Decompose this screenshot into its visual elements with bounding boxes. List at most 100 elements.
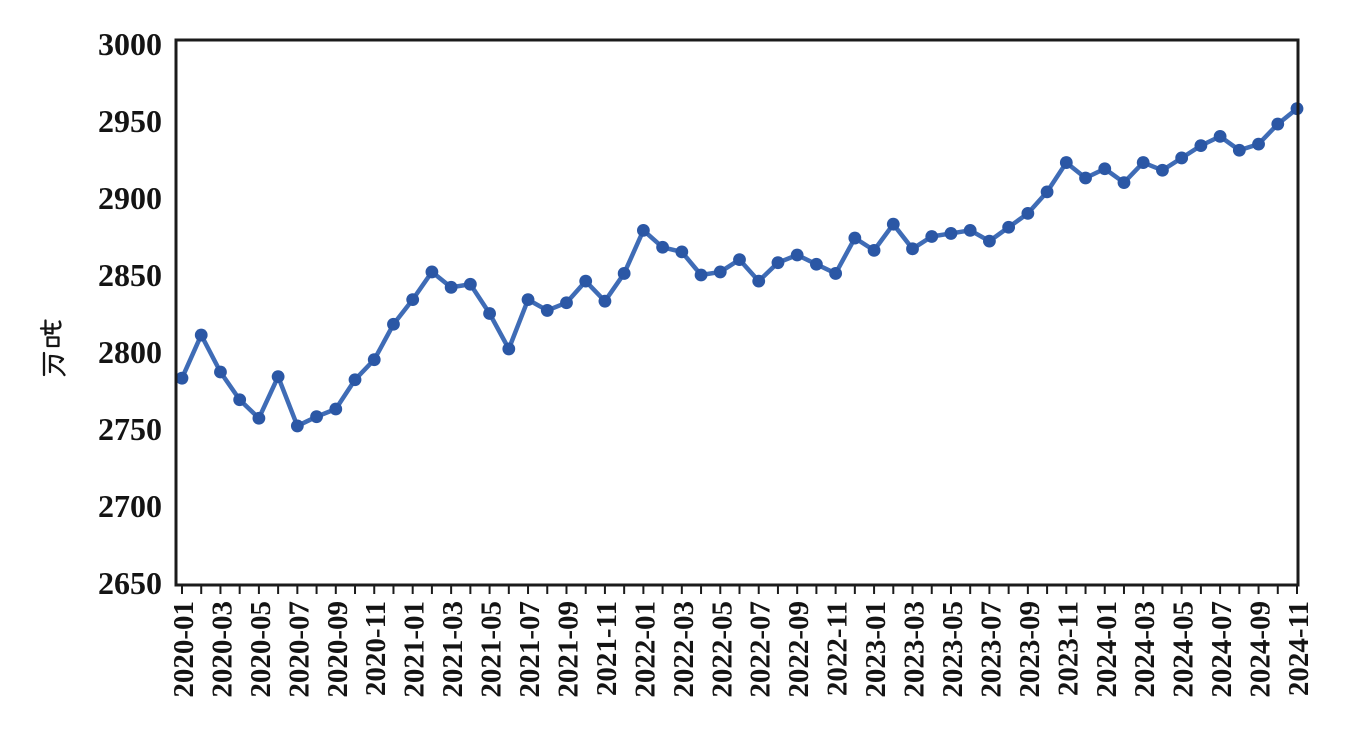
x-tick-label: 2024-09 (1245, 601, 1277, 698)
data-point (310, 410, 323, 424)
data-point (733, 253, 746, 266)
data-point (1040, 185, 1054, 199)
x-tick-label: 2022-09 (783, 601, 815, 698)
x-tick-label: 2021-05 (476, 601, 508, 698)
x-tick-label: 2021-01 (399, 601, 431, 698)
y-axis-labels: 2650 2700 2750 2800 2850 2900 2950 3000 (98, 26, 162, 601)
x-tick-label: 2024-11 (1283, 601, 1315, 696)
data-point (867, 243, 881, 257)
data-point (829, 267, 843, 280)
x-tick-label: 2022-07 (745, 601, 777, 698)
data-point (1271, 117, 1285, 131)
data-series (175, 102, 1304, 433)
data-point (1232, 143, 1246, 157)
data-point (233, 393, 247, 407)
x-tick-label: 2024-01 (1091, 601, 1123, 698)
x-tick-label: 2023-11 (1052, 601, 1084, 696)
y-tick-label: 2750 (98, 411, 162, 447)
data-point (675, 245, 689, 259)
data-point (175, 371, 189, 385)
x-tick-label: 2023-05 (937, 601, 969, 698)
data-point (463, 277, 477, 291)
data-point (1079, 171, 1092, 185)
data-point (771, 256, 785, 270)
x-tick-label: 2023-07 (975, 601, 1007, 698)
plot-border (174, 38, 1300, 587)
x-tick-label: 2022-05 (706, 601, 738, 698)
x-tick-label: 2021-07 (514, 601, 546, 698)
x-axis-ticks (181, 586, 1298, 594)
data-point (790, 248, 804, 262)
data-point (886, 217, 900, 231)
y-tick-label: 3000 (98, 26, 162, 62)
x-tick-label: 2022-03 (668, 601, 700, 698)
data-point (848, 231, 862, 245)
data-point (983, 234, 996, 248)
data-point (1252, 137, 1265, 151)
x-tick-label: 2021-09 (552, 601, 584, 698)
x-tick-label: 2020-05 (245, 601, 277, 698)
x-tick-label: 2024-03 (1129, 601, 1161, 698)
data-point (367, 353, 381, 367)
data-point (656, 240, 670, 254)
x-tick-label: 2024-05 (1168, 601, 1200, 698)
x-tick-label: 2021-11 (591, 601, 623, 696)
data-point (1213, 130, 1227, 143)
y-tick-label: 2650 (98, 565, 162, 601)
x-tick-label: 2022-11 (822, 601, 854, 696)
data-point (329, 402, 343, 416)
data-point (713, 265, 727, 279)
data-point (1175, 151, 1189, 165)
data-point (1098, 162, 1112, 176)
y-tick-label: 2950 (98, 103, 162, 139)
data-point (560, 296, 573, 310)
data-point (1194, 139, 1208, 153)
data-point (694, 268, 708, 282)
x-tick-label: 2023-03 (899, 601, 931, 698)
data-point (809, 257, 823, 271)
x-tick-label: 2023-01 (860, 601, 892, 698)
data-point (1156, 163, 1169, 177)
data-point (271, 370, 285, 384)
data-point (752, 274, 766, 288)
data-point (925, 230, 939, 243)
data-point (502, 342, 516, 356)
data-point (425, 265, 439, 279)
x-tick-label: 2020-03 (206, 601, 238, 698)
y-tick-label: 2700 (98, 488, 162, 524)
y-tick-label: 2900 (98, 180, 162, 216)
data-point (406, 293, 420, 307)
x-tick-label: 2021-03 (437, 601, 469, 698)
data-point (617, 267, 631, 280)
hanzi-dun (39, 319, 62, 348)
data-point (944, 227, 958, 240)
y-tick-label: 2850 (98, 257, 162, 293)
data-point (636, 223, 650, 237)
data-point (252, 411, 266, 425)
data-point (963, 223, 977, 237)
x-tick-label: 2020-01 (168, 601, 200, 698)
data-point (387, 317, 400, 331)
x-axis-labels: 2020-01 2020-03 2020-05 2020-07 2020-09 2020-… (168, 601, 1315, 698)
data-point (444, 280, 458, 294)
data-point (214, 365, 227, 379)
data-point (1021, 207, 1035, 220)
data-point (598, 294, 612, 308)
data-point (290, 419, 304, 433)
data-point (521, 293, 535, 307)
x-tick-label: 2020-11 (360, 601, 392, 696)
data-point (348, 373, 362, 387)
y-tick-label: 2800 (98, 334, 162, 370)
x-tick-label: 2020-07 (283, 601, 315, 698)
data-point (1136, 156, 1150, 169)
data-point (1002, 220, 1016, 234)
data-point (906, 242, 919, 256)
x-tick-label: 2023-09 (1014, 601, 1046, 698)
x-tick-label: 2024-07 (1206, 601, 1238, 698)
x-tick-label: 2022-01 (629, 601, 661, 698)
hanzi-wan (42, 351, 66, 377)
data-point (1059, 156, 1073, 169)
data-point (194, 328, 208, 342)
